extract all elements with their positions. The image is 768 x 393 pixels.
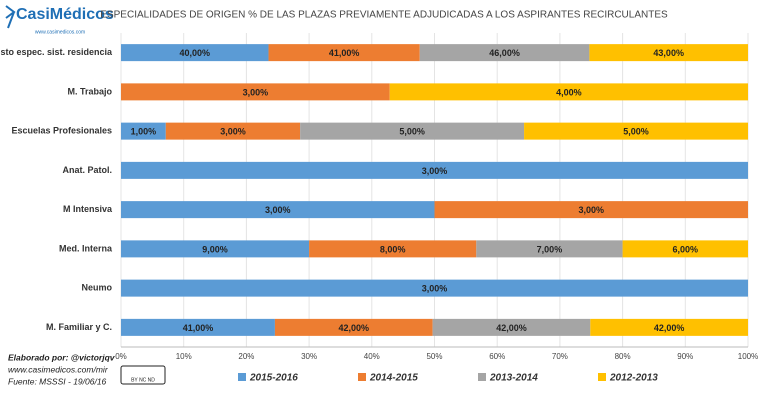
bar-segment: [622, 240, 748, 258]
y-tick-label: M. Trabajo: [67, 86, 112, 96]
bar-segment: [419, 44, 590, 62]
logo-name: Casi: [16, 6, 50, 23]
license-text: BY NC ND: [131, 377, 155, 383]
bar-segment: [268, 44, 420, 62]
legend-label: 2012-2013: [609, 373, 658, 384]
bar-segment: [309, 240, 477, 258]
data-label: 3,00%: [578, 205, 604, 215]
logo-name: Médicos: [50, 6, 114, 23]
logo-icon: [5, 5, 16, 29]
data-label: 8,00%: [380, 244, 406, 254]
x-tick-label: 60%: [489, 352, 505, 361]
data-label: 3,00%: [265, 205, 291, 215]
data-label: 1,00%: [131, 127, 157, 137]
legend-swatch: [478, 373, 486, 381]
data-label: 42,00%: [339, 323, 370, 333]
data-label: 4,00%: [556, 87, 582, 97]
bar-segment: [121, 279, 748, 297]
data-label: 40,00%: [179, 48, 210, 58]
legend-label: 2013-2014: [489, 373, 538, 384]
bar-segment: [121, 201, 435, 219]
bar-segment: [476, 240, 623, 258]
bar-segment: [165, 122, 301, 140]
x-tick-label: 100%: [738, 352, 758, 361]
bar-segment: [121, 318, 275, 336]
x-tick-label: 40%: [364, 352, 380, 361]
bar-segment: [590, 318, 748, 336]
data-label: 9,00%: [202, 244, 228, 254]
x-tick-label: 70%: [552, 352, 568, 361]
data-label: 5,00%: [399, 127, 425, 137]
license-badge: [120, 365, 166, 385]
logo-url: www.casimedicos.com: [35, 29, 85, 35]
x-tick-label: 10%: [176, 352, 192, 361]
footer-site: www.casimedicos.com/mir: [8, 364, 109, 374]
legend-label: 2014-2015: [369, 373, 418, 384]
y-tick-label: M. Familiar y C.: [46, 322, 112, 332]
data-label: 46,00%: [489, 48, 520, 58]
x-tick-label: 80%: [615, 352, 631, 361]
y-tick-label: Anat. Patol.: [62, 165, 112, 175]
data-label: 3,00%: [422, 284, 448, 294]
y-tick-label: Resto espec. sist. residencia: [0, 47, 113, 57]
data-label: 43,00%: [653, 48, 684, 58]
x-tick-label: 90%: [677, 352, 693, 361]
x-tick-label: 0%: [115, 352, 127, 361]
legend-swatch: [598, 373, 606, 381]
logo-text: CasiMédicos: [16, 6, 114, 23]
data-label: 42,00%: [654, 323, 685, 333]
data-label: 5,00%: [623, 127, 649, 137]
bar-segment: [300, 122, 525, 140]
bar-segment: [274, 318, 433, 336]
footer-author: Elaborado por: @victorjqv: [8, 352, 116, 362]
y-tick-label: M Intensiva: [63, 204, 113, 214]
y-tick-label: Escuelas Profesionales: [11, 126, 112, 136]
legend-label: 2015-2016: [249, 373, 298, 384]
chart-title: ESPECIALIDADES DE ORIGEN % DE LAS PLAZAS…: [100, 10, 668, 21]
bar-segment: [432, 318, 591, 336]
x-tick-label: 30%: [301, 352, 317, 361]
logo: CasiMédicos www.casimedicos.com: [5, 5, 114, 35]
bar-segment: [524, 122, 748, 140]
legend-swatch: [238, 373, 246, 381]
x-tick-label: 50%: [426, 352, 442, 361]
footer-source: Fuente: MSSSI - 19/06/16: [8, 376, 107, 386]
bar-segment: [121, 240, 310, 258]
bar-segment: [121, 83, 390, 101]
x-tick-label: 20%: [238, 352, 254, 361]
data-label: 3,00%: [243, 87, 269, 97]
data-label: 3,00%: [422, 166, 448, 176]
bar-segment: [121, 161, 748, 179]
data-label: 42,00%: [496, 323, 527, 333]
data-label: 6,00%: [673, 244, 699, 254]
bar-segment: [434, 201, 748, 219]
bar-segment: [589, 44, 748, 62]
data-label: 41,00%: [183, 323, 214, 333]
data-label: 41,00%: [329, 48, 360, 58]
bar-segment: [389, 83, 748, 101]
bar-segment: [121, 122, 166, 140]
data-label: 3,00%: [220, 127, 246, 137]
legend-swatch: [358, 373, 366, 381]
y-tick-label: Neumo: [81, 283, 112, 293]
bar-segment: [121, 44, 269, 62]
data-label: 7,00%: [537, 244, 563, 254]
y-tick-label: Med. Interna: [59, 243, 113, 253]
